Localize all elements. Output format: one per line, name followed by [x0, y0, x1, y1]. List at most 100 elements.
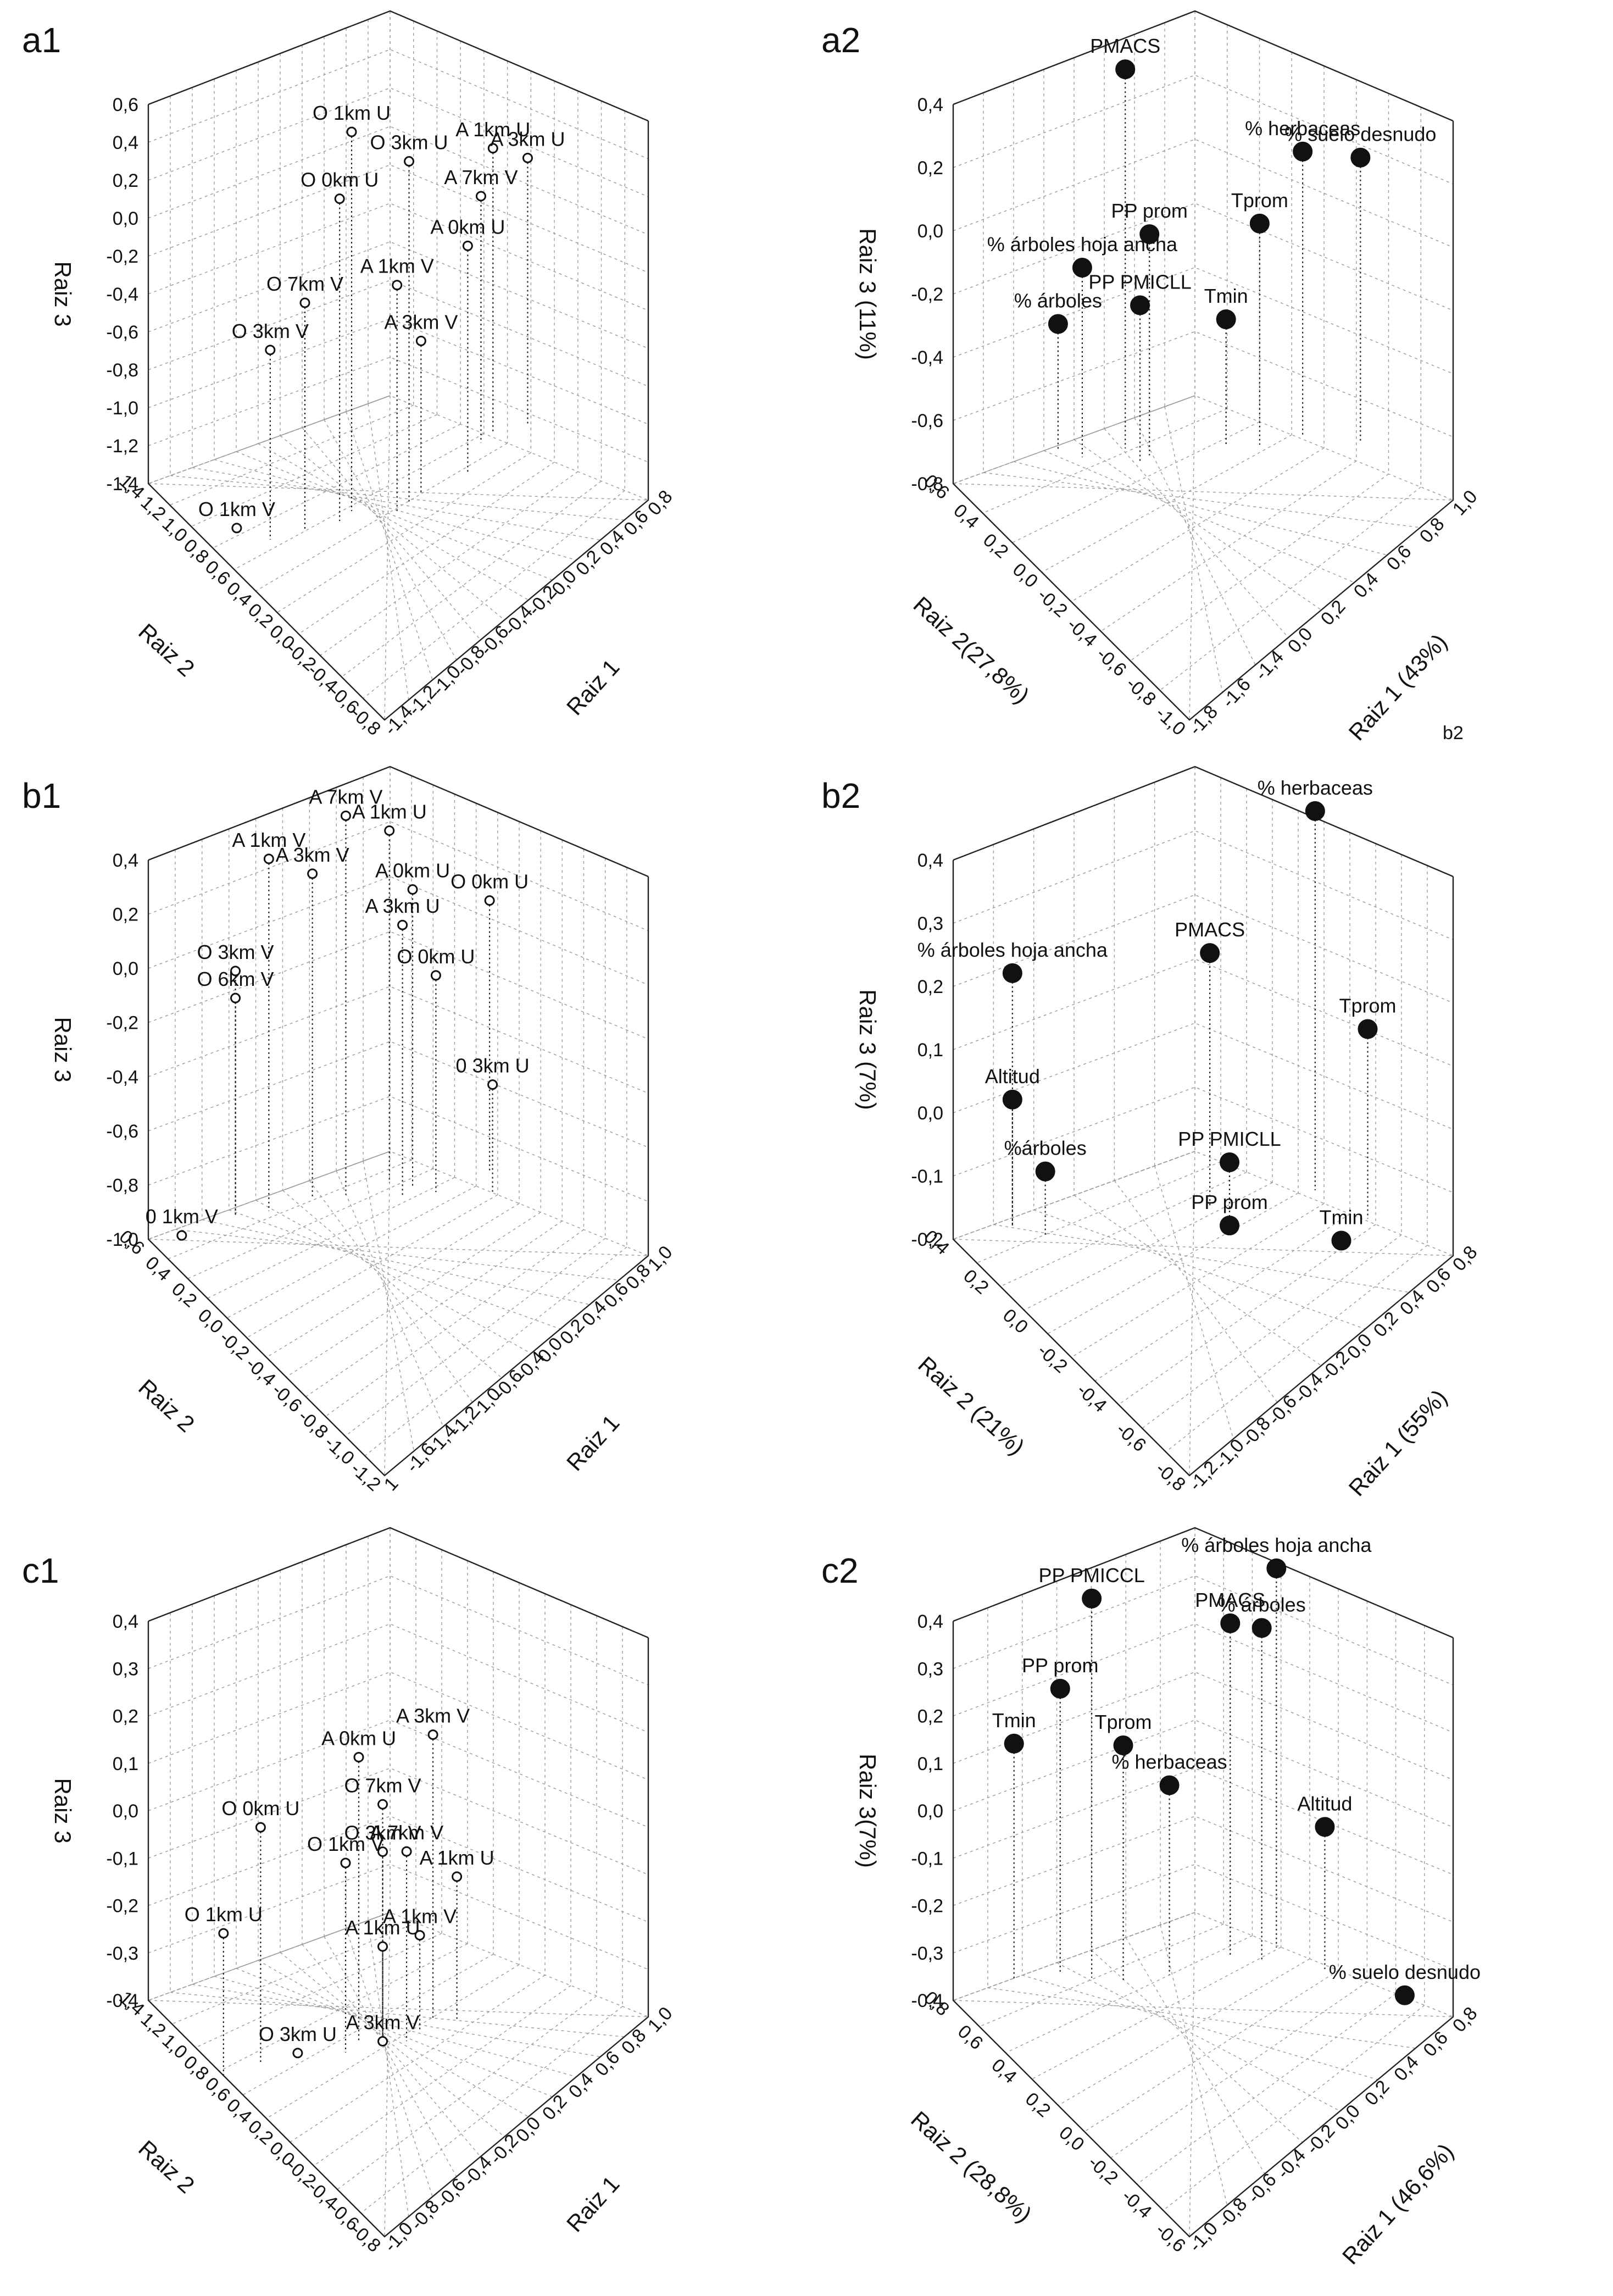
x-floor-gridline — [195, 1933, 442, 2048]
point-label: A 7km V — [444, 166, 518, 188]
x-tick-label: 0,6 — [1383, 541, 1416, 575]
z-tick-label: 0,4 — [917, 850, 943, 871]
point-label: % árboles hoja ancha — [917, 939, 1108, 961]
data-point — [176, 1230, 187, 1241]
data-point — [1139, 224, 1160, 245]
z-tick-label: -0,2 — [106, 246, 138, 267]
x-floor-gridline — [171, 1922, 416, 2025]
point-label: % suelo desnudo — [1329, 1961, 1481, 1983]
x-floor-gridline — [360, 2006, 623, 2214]
z-tick-label: -0,2 — [911, 1896, 943, 1917]
z-tick-label: -0,8 — [911, 474, 943, 495]
data-point — [1115, 59, 1136, 80]
y-floor-gridline — [214, 459, 577, 561]
y-floor-gridline — [1074, 1195, 1322, 1366]
point-label: % suelo desnudo — [1284, 123, 1436, 146]
point-label: PP PMICCL — [1038, 1564, 1144, 1587]
data-point — [1200, 943, 1220, 963]
z-tick-label: -1,0 — [106, 1229, 138, 1250]
z-tick-label: -0,3 — [911, 1943, 943, 1964]
x-tick-label: 0,8 — [618, 2025, 650, 2059]
data-point — [401, 1846, 412, 1857]
x-floor-gridline — [169, 404, 414, 506]
z-tick-label: 0,0 — [113, 208, 138, 229]
y-floor-gridline — [384, 395, 391, 720]
z-gridline — [148, 1864, 649, 1970]
axis-box-top — [148, 1527, 649, 1639]
z-gridline — [953, 766, 1454, 877]
z-tick-label: 0,2 — [917, 977, 943, 997]
x-floor-gridline — [1047, 1193, 1299, 1334]
panel-c1: c10,40,30,20,10,0-0,1-0,2-0,3-0,41,41,21… — [22, 1527, 677, 2256]
z-gridline — [953, 1720, 1454, 1828]
axis-box — [147, 104, 649, 721]
x-floor-gridline — [953, 1151, 1195, 1240]
panel-letter: b1 — [22, 776, 61, 816]
z-gridline — [953, 10, 1454, 121]
data-point — [346, 126, 357, 137]
data-point — [292, 2048, 303, 2059]
z-gridline — [148, 280, 649, 387]
x-floor-gridline — [982, 408, 1228, 514]
point-label: A 3km U — [365, 895, 440, 917]
x-axis-title: Raiz 1 (43%) — [1344, 629, 1452, 745]
y-floor-gridline — [236, 451, 553, 581]
x-floor-gridline — [979, 1923, 1224, 2027]
z-gridline — [148, 395, 649, 501]
z-tick-label: 0,4 — [113, 132, 138, 153]
z-tick-label: -0,8 — [106, 360, 138, 381]
y-gridline — [1160, 1541, 1195, 1926]
z-tick-label: 0,2 — [113, 905, 138, 925]
data-point — [484, 895, 495, 906]
y-floor-gridline — [255, 1200, 532, 1354]
axis-box — [147, 1621, 649, 2238]
y-tick-label: 0,2 — [244, 600, 277, 633]
axis-box-top — [148, 10, 649, 122]
data-point — [1004, 1733, 1024, 1754]
x-tick-label: -1,8 — [1185, 701, 1222, 739]
x-tick-label: 0,4 — [1350, 569, 1383, 602]
point-label: PP prom — [1191, 1191, 1267, 1213]
data-point — [1305, 801, 1325, 821]
y-floor-gridline — [302, 1944, 481, 2157]
data-point — [340, 1857, 351, 1868]
z-gridline — [148, 1767, 649, 1875]
x-tick-label: 0,8 — [1416, 514, 1449, 547]
x-tick-label: 0,6 — [1419, 2027, 1452, 2061]
data-point — [1220, 1152, 1239, 1172]
y-floor-gridline — [1125, 1937, 1265, 2175]
y-tick-label: -0,2 — [1033, 584, 1071, 621]
z-gridline — [953, 830, 1454, 940]
x-floor-gridline — [1041, 434, 1292, 573]
point-label: Tprom — [1339, 995, 1396, 1017]
x-floor-gridline — [953, 395, 1195, 484]
y-tick-label: -1,0 — [1152, 702, 1189, 739]
point-label: A 1km V — [232, 829, 305, 851]
y-floor-gridline — [1074, 439, 1322, 611]
y-floor-gridline — [1091, 1950, 1303, 2143]
z-tick-label: 0,6 — [113, 95, 138, 115]
y-floor-gridline — [1043, 450, 1355, 583]
data-point — [353, 1752, 364, 1762]
x-floor-gridline — [976, 1161, 1221, 1263]
y-tick-label: 0,2 — [959, 1266, 993, 1299]
z-tick-label: -0,6 — [911, 411, 943, 431]
data-point — [377, 2036, 388, 2047]
x-floor-gridline — [148, 1151, 391, 1240]
x-floor-gridline — [277, 452, 531, 613]
point-label: O 1km V — [198, 498, 275, 520]
y-floor-gridline — [346, 1928, 433, 2197]
y-floor-gridline — [1056, 1962, 1341, 2112]
data-point — [1072, 258, 1092, 278]
y-floor-gridline — [993, 1224, 1410, 1293]
y-floor-gridline — [953, 1239, 1454, 1256]
y-axis-title: Raiz 2 — [134, 1374, 199, 1437]
z-tick-label: 0,3 — [917, 1659, 943, 1679]
data-point — [334, 193, 345, 204]
z-tick-label: -0,3 — [106, 1943, 138, 1964]
y-gridline — [363, 777, 391, 1162]
data-point — [1394, 1985, 1415, 2005]
panel-letter: c2 — [821, 1551, 859, 1590]
x-floor-gridline — [1130, 473, 1389, 662]
y-floor-gridline — [1104, 428, 1289, 638]
